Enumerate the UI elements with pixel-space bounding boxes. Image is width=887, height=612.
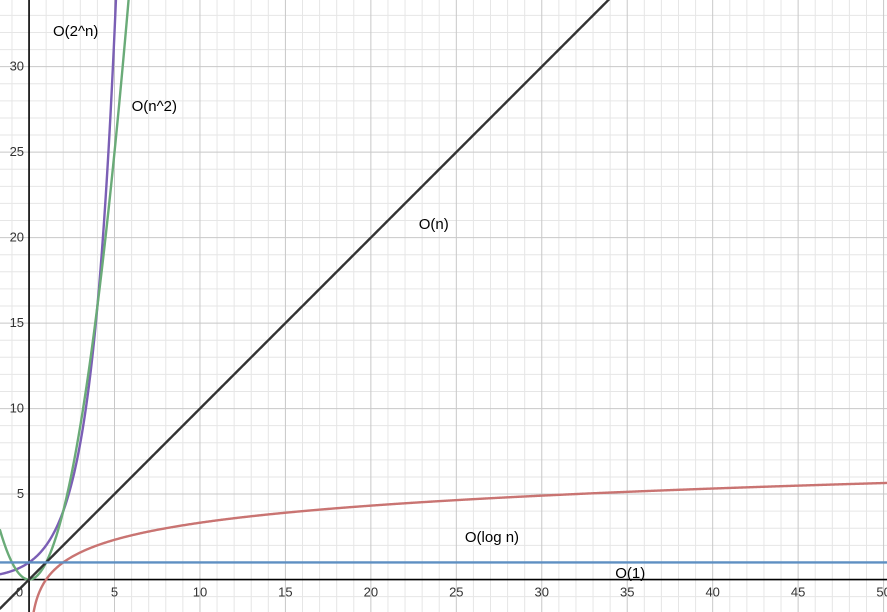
series-label-o-2-n: O(2^n): [53, 23, 98, 40]
y-tick-label: 10: [10, 401, 24, 416]
x-tick-label: 30: [535, 585, 549, 600]
tick-labels: 0 5 10 15 20 25 30 35 40 45 50 5 10 15 20 25 30: [10, 59, 887, 600]
y-tick-label: 30: [10, 59, 24, 74]
series-label-o-log-n: O(log n): [465, 529, 519, 546]
series-labels: O(2^n) O(n^2) O(n) O(log n) O(1): [53, 23, 645, 582]
x-tick-label: 40: [705, 585, 719, 600]
x-tick-label: 10: [193, 585, 207, 600]
y-tick-label: 25: [10, 144, 24, 159]
y-tick-label: 15: [10, 315, 24, 330]
series-label-o-1: O(1): [615, 565, 645, 582]
x-tick-label: 50: [876, 585, 887, 600]
y-tick-label: 20: [10, 230, 24, 245]
x-tick-label: 20: [364, 585, 378, 600]
series-label-o-n: O(n): [419, 216, 449, 233]
series-curve-o-n-2: [0, 0, 130, 581]
x-tick-label: 15: [278, 585, 292, 600]
x-tick-label: 45: [791, 585, 805, 600]
x-tick-label: 25: [449, 585, 463, 600]
x-tick-label: 5: [111, 585, 118, 600]
series-label-o-n-2: O(n^2): [132, 98, 177, 115]
y-tick-label: 5: [17, 486, 24, 501]
series-curve-o-log-n: [32, 481, 887, 612]
x-tick-label: 35: [620, 585, 634, 600]
x-tick-label: 0: [16, 585, 23, 600]
series-curve-o-2-n: [0, 0, 118, 576]
